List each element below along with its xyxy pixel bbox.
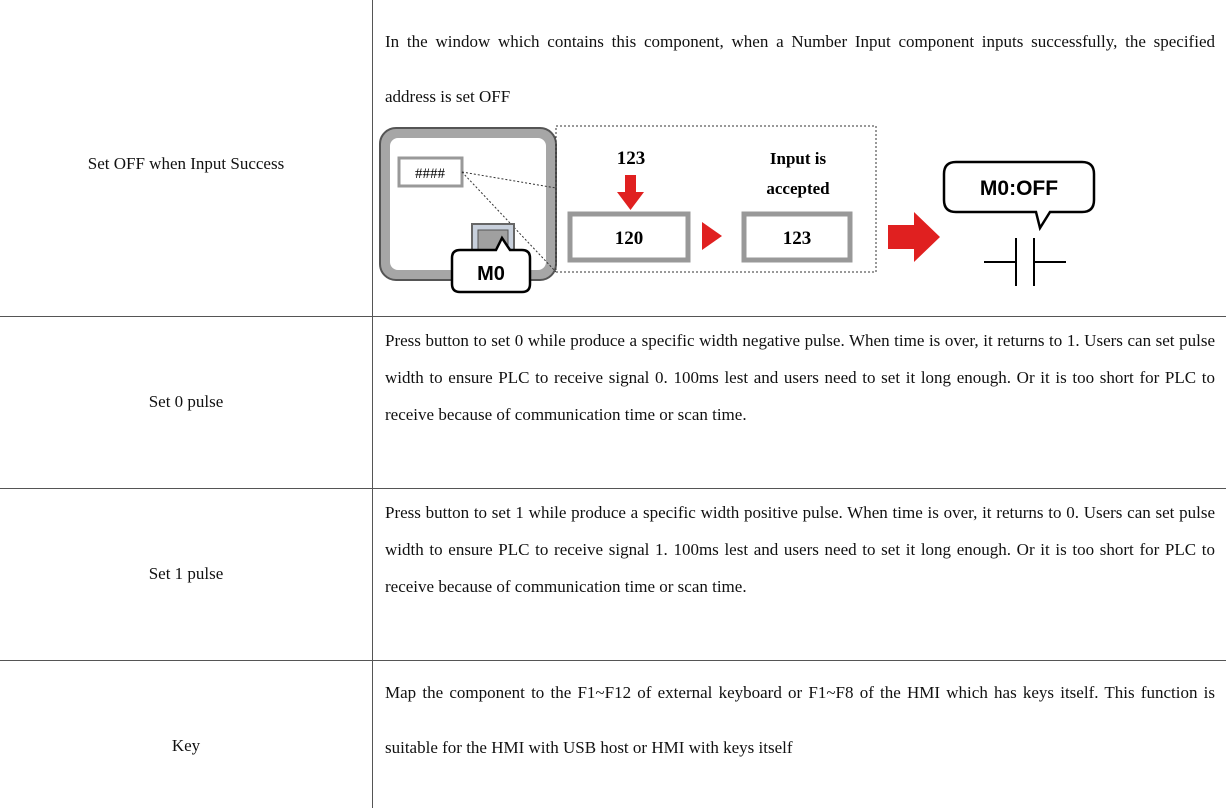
zoom-box: [555, 125, 877, 273]
leader: [461, 171, 557, 273]
row-label: Key: [171, 736, 201, 755]
accepted-text: Input is: [770, 149, 827, 168]
address-callout: [450, 235, 532, 294]
contact-symbol: [984, 238, 1066, 286]
column-border: [372, 0, 373, 808]
row-description: Press button to set 0 while produce a sp…: [385, 331, 1215, 424]
typed-value: 123: [617, 148, 646, 169]
row-border: [0, 660, 1226, 661]
address-text: M0: [477, 263, 505, 285]
row-description: In the window which contains this compon…: [385, 32, 1215, 106]
old-value: 120: [615, 228, 644, 249]
row-label: Set 1 pulse: [148, 564, 224, 583]
new-value: 123: [783, 228, 812, 249]
row-description: Map the component to the F1~F12 of exter…: [385, 683, 1215, 757]
row-label: Set 0 pulse: [148, 392, 224, 411]
row-border: [0, 488, 1226, 489]
result-text: M0:OFF: [980, 177, 1058, 200]
row-label: Set OFF when Input Success: [87, 154, 285, 173]
result-callout: [942, 160, 1096, 232]
arrow: [888, 212, 940, 262]
input-text: ####: [415, 166, 446, 182]
row-border: [0, 316, 1226, 317]
accepted-text: accepted: [766, 179, 830, 198]
value-box: [741, 211, 853, 263]
value-box: [567, 211, 691, 263]
arrow: [702, 222, 722, 250]
diagram: #### M0 123 120 Input is accepted 123 M0…: [379, 125, 1096, 294]
arrow: [617, 175, 644, 210]
row-description: Press button to set 1 while produce a sp…: [385, 503, 1215, 596]
